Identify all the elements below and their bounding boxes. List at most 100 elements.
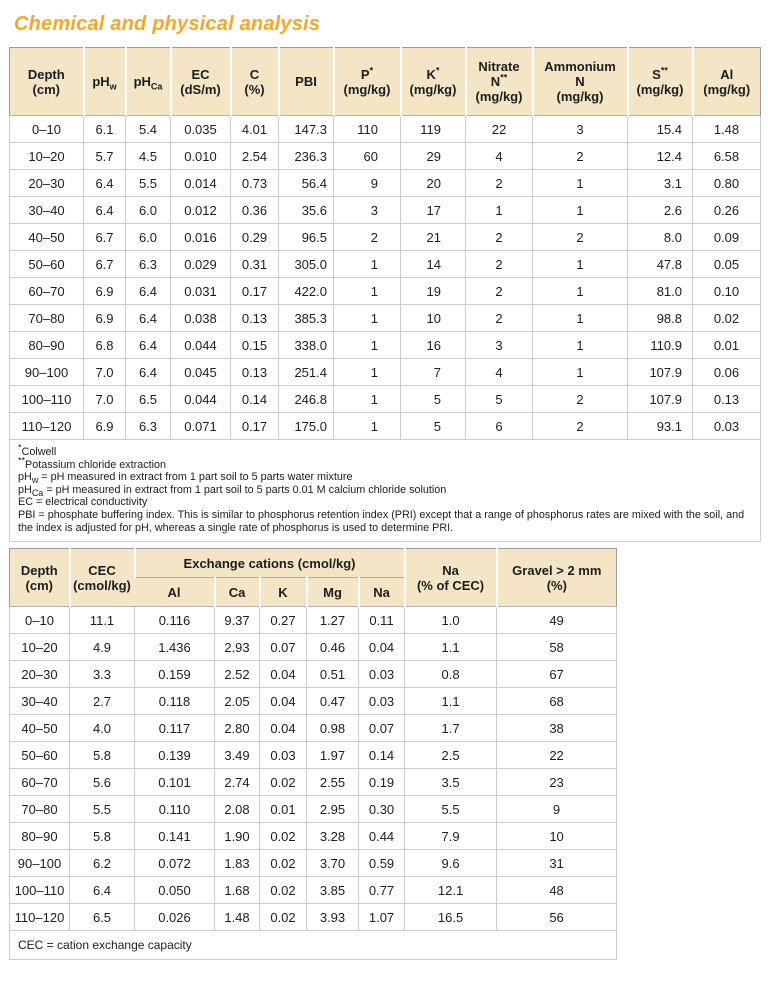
table-cell: 0.110: [134, 795, 215, 824]
table-cell: 0.139: [134, 741, 215, 770]
footnote-text: = pH measured in extract from 1 part soi…: [38, 471, 353, 484]
table-cell: 16.5: [404, 903, 498, 932]
table-cell: 0.044: [170, 385, 231, 413]
table-cell: 60–70: [9, 768, 70, 797]
table-cell: 10–20: [9, 142, 84, 170]
table-cell: 0.07: [357, 714, 406, 743]
footnote-ph-ca: pHCa = pH measured in extract from 1 par…: [18, 483, 752, 498]
table-cell: 1: [333, 250, 401, 278]
table-cell: 0.09: [692, 223, 761, 251]
table-cell: 0.46: [306, 633, 359, 662]
table-cell: 6.4: [125, 358, 171, 386]
table-cell: 15.4: [627, 115, 693, 143]
table-cell: 0.050: [134, 876, 215, 905]
table-cell: 1: [333, 358, 401, 386]
table-cell: 5.4: [125, 115, 171, 143]
table-cell: 9: [333, 169, 401, 197]
table-cell: 7.9: [404, 822, 498, 851]
page-title: Chemical and physical analysis: [14, 13, 321, 35]
table-cell: 0.04: [259, 714, 307, 743]
table-cell: 0.07: [259, 633, 307, 662]
footnote-text: = pH measured in extract from 1 part soi…: [43, 483, 447, 496]
table-cell: 1.48: [214, 903, 260, 932]
table-cell: 110: [333, 115, 401, 143]
table-cell: 4.01: [230, 115, 279, 143]
table-cell: 70–80: [9, 304, 84, 332]
footnote-ph-w: pHw = pH measured in extract from 1 part…: [18, 471, 752, 485]
table-cell: 175.0: [278, 412, 334, 440]
table-cell: 0.04: [357, 633, 406, 662]
table-cell: 3: [465, 331, 533, 359]
table-cell: 35.6: [278, 196, 334, 224]
table-row: 0–10 6.1 5.4 0.035 4.01 147.3 110 119 22 3 15.4 1.4…: [9, 115, 761, 143]
table-cell: 2.95: [306, 795, 359, 824]
table-cell: 3.49: [214, 741, 260, 770]
table-cell: 2.08: [214, 795, 260, 824]
header-row: Depth (cm) CEC (cmol/kg) Exchange cation…: [9, 548, 617, 608]
table-row: 70–80 6.9 6.4 0.038 0.13 385.3 1 10 2 1 98.8 0.02: [9, 304, 761, 332]
table-cell: 17: [400, 196, 466, 224]
table-cell: 5.5: [404, 795, 498, 824]
col-header-ca: Ca: [213, 577, 260, 608]
table-cell: 6.7: [83, 250, 126, 278]
table-row: 110–120 6.9 6.3 0.071 0.17 175.0 1 5 6 2 93.1 0.03: [9, 412, 761, 440]
table-cell: 6.4: [125, 304, 171, 332]
col-header-depth: Depth (cm): [9, 47, 84, 116]
table-cell: 1: [532, 304, 628, 332]
col-header-k: K* (mg/kg): [399, 47, 466, 116]
table-cell: 2.80: [214, 714, 260, 743]
table-row: 10–20 4.9 1.436 2.93 0.07 0.46 0.04 1.1 58: [9, 633, 618, 662]
header-text: S: [652, 66, 661, 82]
table-cell: 5: [400, 385, 466, 413]
header-text: K: [426, 66, 436, 82]
table-cell: 6.8: [83, 331, 126, 359]
footnote-text: pH: [18, 483, 32, 496]
table-cell: 2: [333, 223, 401, 251]
col-header-c: C (%): [229, 47, 279, 116]
header-line: Depth: [20, 562, 58, 578]
table-cell: 0.17: [230, 277, 279, 305]
table-cell: 0.13: [230, 358, 279, 386]
table-cell: 0.27: [259, 606, 307, 635]
footnote-ec: EC = electrical conductivity: [18, 496, 752, 509]
header-line: P*: [337, 66, 398, 82]
table-cell: 1.90: [214, 822, 260, 851]
footnote-colwell: *Colwell: [18, 443, 752, 459]
table-cell: 0.59: [357, 849, 406, 878]
table-cell: 0.01: [259, 795, 307, 824]
exchange-cations-table: Depth (cm) CEC (cmol/kg) Exchange cation…: [8, 548, 618, 961]
header-line: S**: [631, 66, 690, 82]
table1-body: 0–10 6.1 5.4 0.035 4.01 147.3 110 119 22 3 15.4 1.4…: [9, 115, 761, 440]
subscript: Ca: [31, 487, 44, 498]
table-cell: 81.0: [627, 277, 693, 305]
table-cell: 0.80: [692, 169, 761, 197]
table-cell: 4: [465, 142, 533, 170]
table-cell: 0.03: [357, 660, 406, 689]
table-cell: 12.4: [627, 142, 693, 170]
footnote-marker: **: [18, 455, 26, 465]
table-cell: 50–60: [9, 741, 70, 770]
table-cell: 0.010: [170, 142, 231, 170]
table-cell: 2.54: [230, 142, 279, 170]
table-cell: 6.3: [125, 250, 171, 278]
table-cell: 7.0: [83, 358, 126, 386]
table-cell: 0.13: [692, 385, 761, 413]
table-cell: 6.4: [125, 331, 171, 359]
table-cell: 60–70: [9, 277, 84, 305]
table-cell: 7: [400, 358, 466, 386]
table-cell: 0.03: [692, 412, 761, 440]
table-cell: 3: [333, 196, 401, 224]
table-cell: 0.98: [306, 714, 359, 743]
table-row: 100–110 6.4 0.050 1.68 0.02 3.85 0.77 12.1 48: [9, 876, 618, 905]
col-header-na: Na: [357, 577, 405, 608]
header-text: pH: [133, 74, 151, 89]
table-cell: 1.7: [404, 714, 498, 743]
col-header-nitrate-n: Nitrate N** (mg/kg): [464, 47, 533, 116]
header-line: Gravel > 2 mm: [512, 562, 602, 578]
table-cell: 3.1: [627, 169, 693, 197]
header-line: (% of CEC): [416, 577, 485, 593]
table-cell: 1: [333, 304, 401, 332]
header-line: (mg/kg): [409, 81, 457, 97]
table-cell: 0.26: [692, 196, 761, 224]
table-cell: 48: [496, 876, 618, 905]
